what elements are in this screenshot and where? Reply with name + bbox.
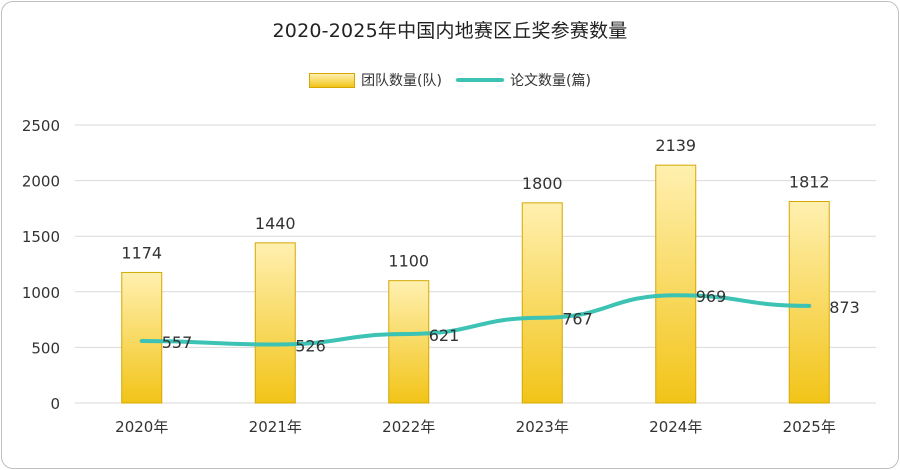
legend-line-swatch: [456, 78, 504, 82]
bar-value-label: 2139: [655, 136, 696, 155]
y-tick-label: 2000: [22, 173, 60, 191]
bar: [121, 271, 163, 404]
bar: [254, 242, 296, 404]
chart-title: 2020-2025年中国内地赛区丘奖参赛数量: [272, 20, 628, 42]
grid-layer: [75, 124, 876, 404]
y-tick-label: 500: [31, 339, 60, 357]
line-value-label: 767: [562, 310, 593, 329]
bar: [788, 201, 830, 404]
axis-layer: 0 500 1000 1500 2000 2500 2020年 2021年 2022年 2023年…: [22, 117, 836, 436]
bar-value-label: 1174: [121, 243, 162, 262]
line-value-label: 621: [429, 326, 460, 345]
x-tick-label: 2021年: [249, 418, 302, 436]
x-tick-label: 2024年: [649, 418, 702, 436]
line-value-label: 526: [295, 337, 326, 356]
legend: 团队数量(队) 论文数量(篇): [2, 70, 898, 90]
line-value-label: 969: [696, 287, 727, 306]
legend-bar-label: 团队数量(队): [361, 73, 442, 89]
y-tick-label: 1500: [22, 228, 60, 246]
x-tick-label: 2025年: [783, 418, 836, 436]
y-tick-label: 0: [50, 395, 60, 413]
x-tick-label: 2020年: [115, 418, 168, 436]
x-tick-label: 2023年: [516, 418, 569, 436]
bar-value-label: 1812: [789, 173, 830, 192]
x-tick-label: 2022年: [382, 418, 435, 436]
legend-line-label: 论文数量(篇): [510, 73, 591, 89]
bar-layer: [121, 164, 830, 404]
bar: [521, 202, 563, 404]
bar: [388, 280, 430, 404]
bar-value-label: 1100: [388, 252, 429, 271]
y-tick-label: 2500: [22, 117, 60, 135]
line-layer: [139, 293, 812, 347]
legend-bar-swatch: [309, 72, 356, 88]
legend-item-bar-series: 团队数量(队): [309, 70, 442, 90]
label-layer: 1174 1440 1100 1800 2139 1812 557 526 621 767 969 8…: [121, 136, 859, 355]
bar-value-label: 1800: [522, 174, 563, 193]
bar: [655, 164, 697, 404]
line-value-label: 873: [829, 298, 860, 317]
bar-value-label: 1440: [255, 214, 296, 233]
y-tick-label: 1000: [22, 284, 60, 302]
line-value-label: 557: [162, 333, 193, 352]
line-series-path: [139, 293, 812, 347]
legend-item-line-series: 论文数量(篇): [456, 70, 591, 90]
